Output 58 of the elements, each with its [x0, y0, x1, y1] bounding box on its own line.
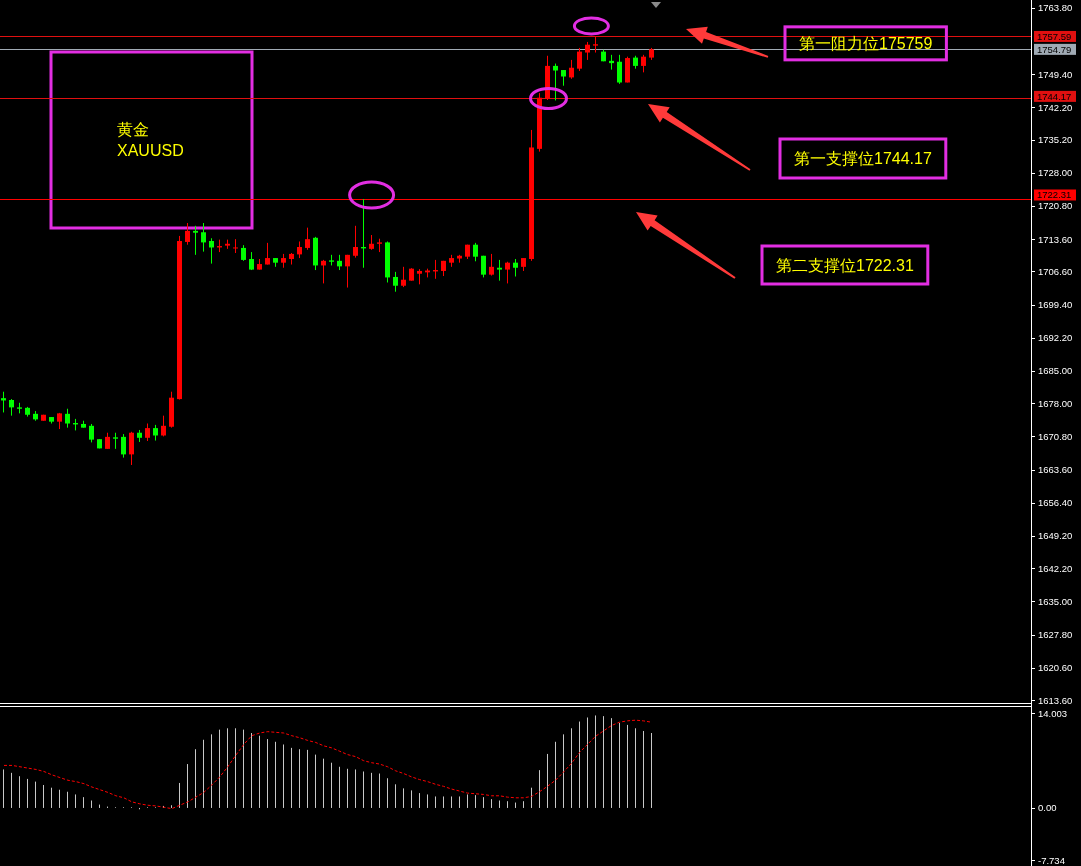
text: XAUUSD — [117, 141, 184, 159]
y-tick-label: 1713.60 — [1038, 233, 1073, 245]
y-tick-label: 1692.20 — [1038, 332, 1073, 344]
y-tick-label: 1685.00 — [1038, 365, 1073, 377]
y-tick-label: 1613.60 — [1038, 694, 1073, 706]
ref-line-label: 1754.79 — [1037, 43, 1072, 55]
candlestick — [353, 225, 358, 259]
y-tick-label: 14.003 — [1038, 707, 1068, 719]
y-tick-label: 1670.80 — [1038, 430, 1073, 442]
y-tick-label: 1656.40 — [1038, 497, 1073, 509]
ref-line-label: 1722.31 — [1037, 189, 1072, 201]
candlestick — [209, 237, 214, 265]
candlestick — [345, 254, 350, 289]
y-tick-label: 1742.20 — [1038, 101, 1073, 113]
candlestick — [577, 47, 582, 72]
candlestick — [489, 253, 494, 277]
candlestick — [129, 431, 134, 466]
y-tick-label: 1635.00 — [1038, 595, 1073, 607]
candlestick — [393, 271, 398, 293]
y-tick-label: 1763.80 — [1038, 2, 1073, 14]
line-series — [3, 719, 652, 810]
y-tick-label: 1699.40 — [1038, 299, 1073, 311]
candlestick — [89, 423, 94, 443]
candlestick — [569, 59, 574, 80]
candlestick — [265, 242, 270, 266]
annotation: 第一支撑位1744.17 — [794, 150, 932, 167]
y-tick-label: 1678.00 — [1038, 397, 1073, 409]
y-tick-label: 1735.20 — [1038, 134, 1073, 146]
ref-line-label: 1744.17 — [1037, 90, 1072, 102]
candlestick — [185, 222, 190, 246]
candlestick — [161, 415, 166, 437]
candlestick — [193, 225, 198, 256]
candlestick — [553, 63, 558, 101]
y-tick-label: 1728.00 — [1038, 167, 1073, 179]
y-tick-label: -7.734 — [1038, 854, 1065, 866]
candlestick — [121, 433, 126, 459]
y-tick-label: 1642.20 — [1038, 562, 1073, 574]
y-tick-label: 1649.20 — [1038, 530, 1073, 542]
candlestick — [497, 259, 502, 282]
candlestick — [201, 222, 206, 253]
y-tick-label: 1620.60 — [1038, 662, 1073, 674]
y-tick-label: 0.00 — [1038, 802, 1057, 814]
y-tick-label: 1749.40 — [1038, 68, 1073, 80]
candlestick — [617, 54, 622, 85]
candlestick — [505, 261, 510, 284]
candlestick — [305, 227, 310, 251]
text: 黄金 — [117, 120, 149, 138]
y-tick-label: 1663.60 — [1038, 464, 1073, 476]
candlestick — [65, 408, 70, 429]
y-tick-label: 1706.60 — [1038, 265, 1073, 277]
candlestick — [473, 242, 478, 262]
candlestick — [233, 238, 238, 254]
annotation: 第一阻力位175759 — [799, 34, 933, 52]
candlestick — [401, 266, 406, 288]
annotation: 第二支撑位1722.31 — [776, 256, 914, 274]
ref-line-label: 1757.59 — [1037, 30, 1072, 42]
y-tick-label: 1720.80 — [1038, 200, 1073, 212]
y-tick-label: 1627.80 — [1038, 629, 1073, 641]
